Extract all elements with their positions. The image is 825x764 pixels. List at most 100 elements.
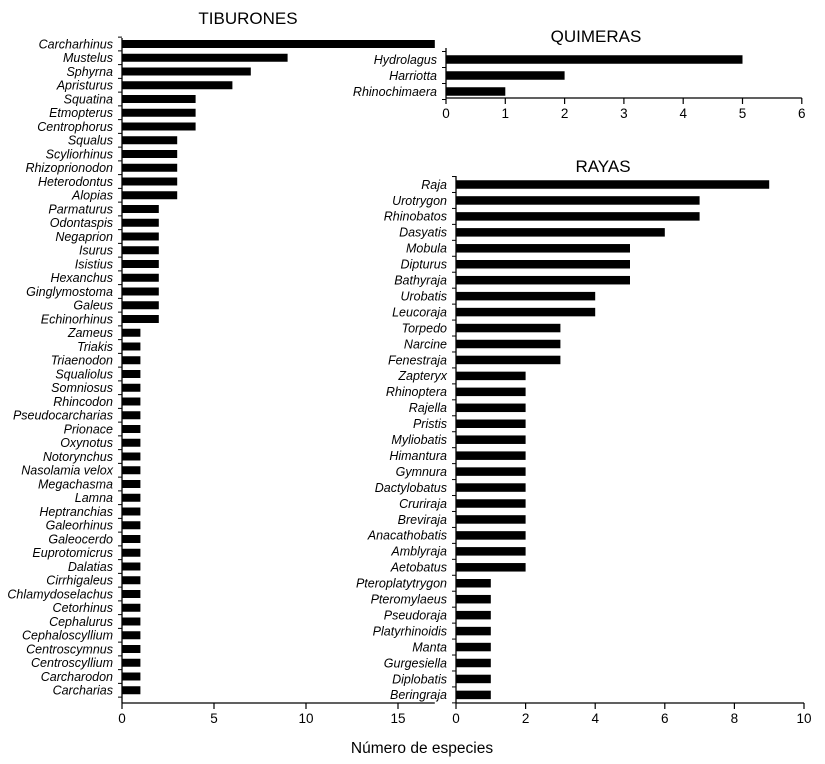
rayas-x-tick-label-4: 4 bbox=[591, 711, 599, 726]
rayas-bar-himantura bbox=[456, 451, 526, 460]
tiburones-label-sphyrna: Sphyrna bbox=[66, 65, 113, 79]
tiburones-label-euprotomicrus: Euprotomicrus bbox=[32, 546, 113, 560]
rayas-label-gymnura: Gymnura bbox=[396, 465, 447, 479]
rayas-bar-platyrhinoidis bbox=[456, 626, 491, 636]
rayas-label-pteromylaeus: Pteromylaeus bbox=[371, 593, 447, 607]
tiburones-bar-cephaloscyllium bbox=[122, 631, 141, 640]
tiburones-bar-alopias bbox=[122, 191, 178, 200]
tiburones-label-parmaturus: Parmaturus bbox=[48, 202, 113, 216]
tiburones-label-cephalurus: Cephalurus bbox=[49, 615, 113, 629]
rayas-label-pseudoraja: Pseudoraja bbox=[384, 608, 447, 622]
tiburones-label-ginglymostoma: Ginglymostoma bbox=[26, 285, 113, 299]
tiburones-panel: TIBURONES 0 5 10 15 CarcharhinusMustelusSphyr… bbox=[7, 9, 435, 726]
tiburones-bar-chlamydoselachus bbox=[122, 590, 141, 598]
tiburones-bar-rhizoprionodon bbox=[122, 163, 178, 172]
quimeras-x-tick-label-5: 5 bbox=[739, 106, 747, 121]
rayas-bar-dasyatis bbox=[456, 228, 665, 237]
rayas-bar-pteroplatytrygon bbox=[456, 579, 491, 588]
tiburones-bar-echinorhinus bbox=[122, 315, 159, 323]
tiburones-bar-carcharhinus bbox=[122, 40, 435, 48]
rayas-label-rajella: Rajella bbox=[409, 401, 447, 415]
tiburones-label-isistius: Isistius bbox=[75, 257, 113, 271]
rayas-label-urobatis: Urobatis bbox=[400, 289, 447, 303]
rayas-label-torpedo: Torpedo bbox=[402, 321, 447, 335]
tiburones-label-squalus: Squalus bbox=[68, 134, 113, 148]
tiburones-label-cetorhinus: Cetorhinus bbox=[53, 601, 113, 615]
tiburones-label-mustelus: Mustelus bbox=[63, 51, 113, 65]
tiburones-label-centroscyllium: Centroscyllium bbox=[31, 656, 113, 670]
rayas-label-manta: Manta bbox=[412, 640, 447, 654]
rayas-label-raja: Raja bbox=[421, 178, 447, 192]
rayas-label-beringraja: Beringraja bbox=[390, 688, 447, 702]
rayas-bar-diplobatis bbox=[456, 674, 491, 684]
rayas-label-rhinobatos: Rhinobatos bbox=[384, 210, 447, 224]
quimeras-x-tick-label-6: 6 bbox=[798, 106, 806, 121]
tiburones-bar-squalus bbox=[122, 136, 178, 145]
rayas-label-amblyraja: Amblyraja bbox=[390, 545, 447, 559]
tiburones-bar-carcharias bbox=[122, 686, 141, 695]
tiburones-label-zameus: Zameus bbox=[67, 326, 113, 340]
quimeras-label-harriotta: Harriotta bbox=[389, 69, 437, 83]
rayas-bar-leucoraja bbox=[456, 307, 596, 317]
tiburones-label-heptranchias: Heptranchias bbox=[39, 505, 113, 519]
rayas-label-bathyraja: Bathyraja bbox=[394, 274, 447, 288]
tiburones-label-dalatias: Dalatias bbox=[68, 560, 113, 574]
tiburones-title: TIBURONES bbox=[198, 9, 297, 28]
tiburones-label-etmopterus: Etmopterus bbox=[49, 106, 113, 120]
tiburones-bar-negaprion bbox=[122, 232, 159, 241]
rayas-label-dipturus: Dipturus bbox=[400, 258, 447, 272]
rayas-bar-rhinoptera bbox=[456, 387, 526, 397]
rayas-bar-gymnura bbox=[456, 467, 526, 476]
tiburones-label-apristurus: Apristurus bbox=[56, 79, 113, 93]
tiburones-label-megachasma: Megachasma bbox=[38, 477, 113, 491]
tiburones-label-alopias: Alopias bbox=[71, 189, 113, 203]
tiburones-bar-notorynchus bbox=[122, 452, 141, 461]
tiburones-label-carcharhinus: Carcharhinus bbox=[39, 37, 113, 51]
rayas-label-cruriraja: Cruriraja bbox=[399, 497, 447, 511]
rayas-x-tick-label-10: 10 bbox=[796, 711, 811, 726]
tiburones-x-tick-label-0: 0 bbox=[118, 711, 126, 726]
rayas-x-tick-label-8: 8 bbox=[731, 711, 739, 726]
rayas-bar-anacathobatis bbox=[456, 531, 526, 540]
rayas-bar-rhinobatos bbox=[456, 212, 700, 221]
tiburones-label-rhizoprionodon: Rhizoprionodon bbox=[25, 161, 113, 175]
rayas-x-tick-label-0: 0 bbox=[452, 711, 460, 726]
rayas-bar-zapteryx bbox=[456, 371, 526, 381]
tiburones-bar-carcharodon bbox=[122, 672, 141, 681]
quimeras-bar-harriotta bbox=[446, 71, 565, 80]
rayas-bar-manta bbox=[456, 642, 491, 652]
rayas-label-gurgesiella: Gurgesiella bbox=[384, 656, 447, 670]
rayas-label-pristis: Pristis bbox=[413, 417, 447, 431]
tiburones-bar-apristurus bbox=[122, 81, 233, 90]
quimeras-bar-hydrolagus bbox=[446, 55, 743, 64]
rayas-label-dasyatis: Dasyatis bbox=[399, 226, 447, 240]
rayas-bar-amblyraja bbox=[456, 547, 526, 556]
tiburones-label-isurus: Isurus bbox=[79, 244, 113, 258]
rayas-bar-cruriraja bbox=[456, 499, 526, 508]
rayas-label-platyrhinoidis: Platyrhinoidis bbox=[373, 624, 447, 638]
rayas-x-tick-label-6: 6 bbox=[661, 711, 669, 726]
tiburones-bar-megachasma bbox=[122, 480, 141, 488]
rayas-bar-urobatis bbox=[456, 291, 596, 301]
rayas-label-narcine: Narcine bbox=[404, 337, 447, 351]
tiburones-bar-centroscymnus bbox=[122, 645, 141, 653]
rayas-label-mobula: Mobula bbox=[406, 242, 447, 256]
rayas-panel: RAYAS 0 2 4 6 8 10 Raja Urotrygon Rhinobatos Dasya… bbox=[356, 157, 812, 726]
rayas-bar-narcine bbox=[456, 339, 561, 349]
tiburones-label-galeus: Galeus bbox=[73, 299, 113, 313]
tiburones-label-triakis: Triakis bbox=[77, 340, 113, 354]
rayas-bar-rajella bbox=[456, 403, 526, 413]
tiburones-bar-rhincodon bbox=[122, 397, 141, 406]
tiburones-label-prionace: Prionace bbox=[64, 422, 113, 436]
tiburones-x-tick-label-15: 15 bbox=[390, 711, 405, 726]
rayas-label-urotrygon: Urotrygon bbox=[392, 194, 447, 208]
quimeras-label-rhinochimaera: Rhinochimaera bbox=[353, 85, 437, 99]
tiburones-label-hexanchus: Hexanchus bbox=[50, 271, 113, 285]
tiburones-label-oxynotus: Oxynotus bbox=[60, 436, 113, 450]
tiburones-label-notorynchus: Notorynchus bbox=[43, 450, 113, 464]
tiburones-label-chlamydoselachus: Chlamydoselachus bbox=[7, 587, 113, 601]
tiburones-bar-pseudocarcharias bbox=[122, 411, 141, 420]
quimeras-x-tick-label-3: 3 bbox=[620, 106, 628, 121]
rayas-label-fenestraja: Fenestraja bbox=[388, 353, 447, 367]
tiburones-label-scyliorhinus: Scyliorhinus bbox=[46, 147, 113, 161]
